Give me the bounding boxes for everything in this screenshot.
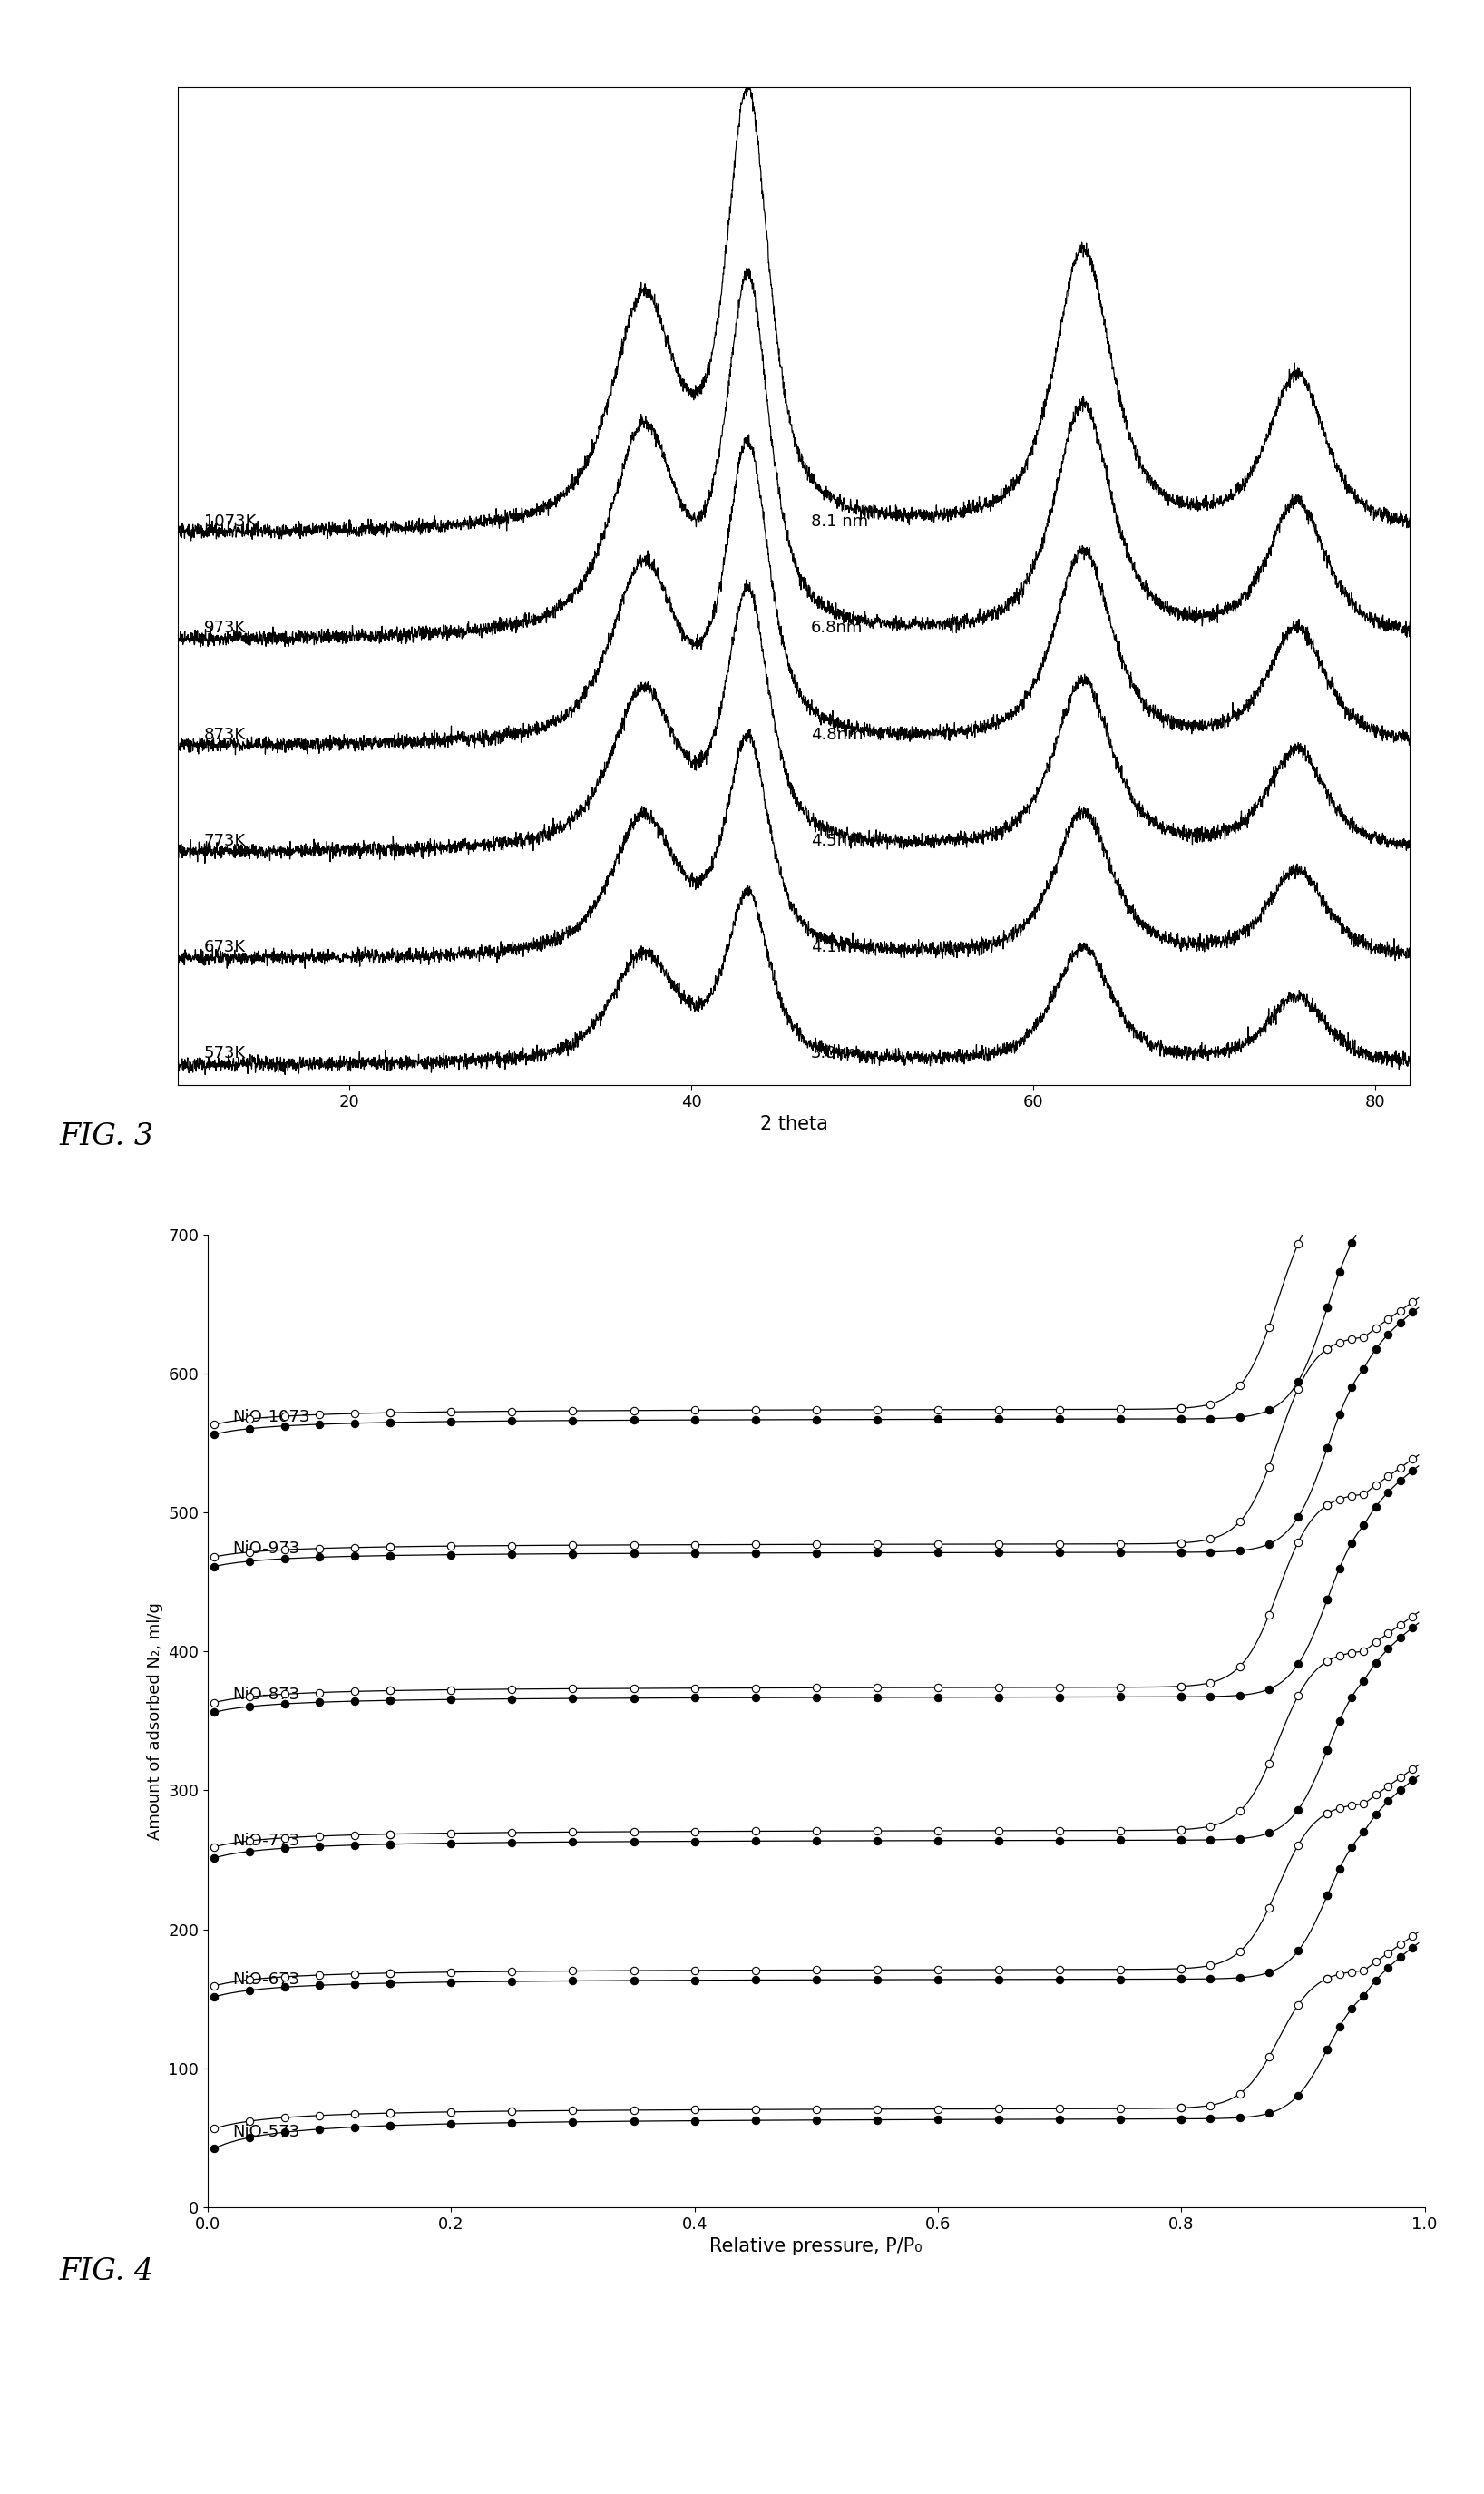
Text: FIG. 3: FIG. 3 <box>59 1122 154 1152</box>
Text: NiO-973: NiO-973 <box>232 1541 300 1556</box>
Text: 4.1nm: 4.1nm <box>812 940 864 955</box>
Text: 4.5nm: 4.5nm <box>812 833 864 848</box>
Text: 6.8nm: 6.8nm <box>812 621 864 636</box>
Text: 873K: 873K <box>203 726 245 743</box>
Text: 973K: 973K <box>203 621 246 636</box>
X-axis label: 2 theta: 2 theta <box>760 1115 828 1132</box>
Text: 8.1 nm: 8.1 nm <box>812 514 868 531</box>
Text: NiO-673: NiO-673 <box>232 1970 300 1988</box>
Text: 1073K: 1073K <box>203 514 255 531</box>
Text: 673K: 673K <box>203 940 245 955</box>
Text: FIG. 4: FIG. 4 <box>59 2257 154 2287</box>
Text: 3.0nm: 3.0nm <box>812 1045 864 1062</box>
Text: NiO-1073: NiO-1073 <box>232 1409 310 1424</box>
Text: NiO-573: NiO-573 <box>232 2125 300 2140</box>
Text: NiO-773: NiO-773 <box>232 1833 300 1848</box>
Text: NiO-873: NiO-873 <box>232 1686 300 1703</box>
Text: 4.8nm: 4.8nm <box>812 726 864 743</box>
X-axis label: Relative pressure, P/P₀: Relative pressure, P/P₀ <box>709 2237 923 2255</box>
Text: 573K: 573K <box>203 1045 246 1062</box>
Y-axis label: Amount of adsorbed N₂, ml/g: Amount of adsorbed N₂, ml/g <box>147 1601 163 1841</box>
Text: 773K: 773K <box>203 833 246 848</box>
